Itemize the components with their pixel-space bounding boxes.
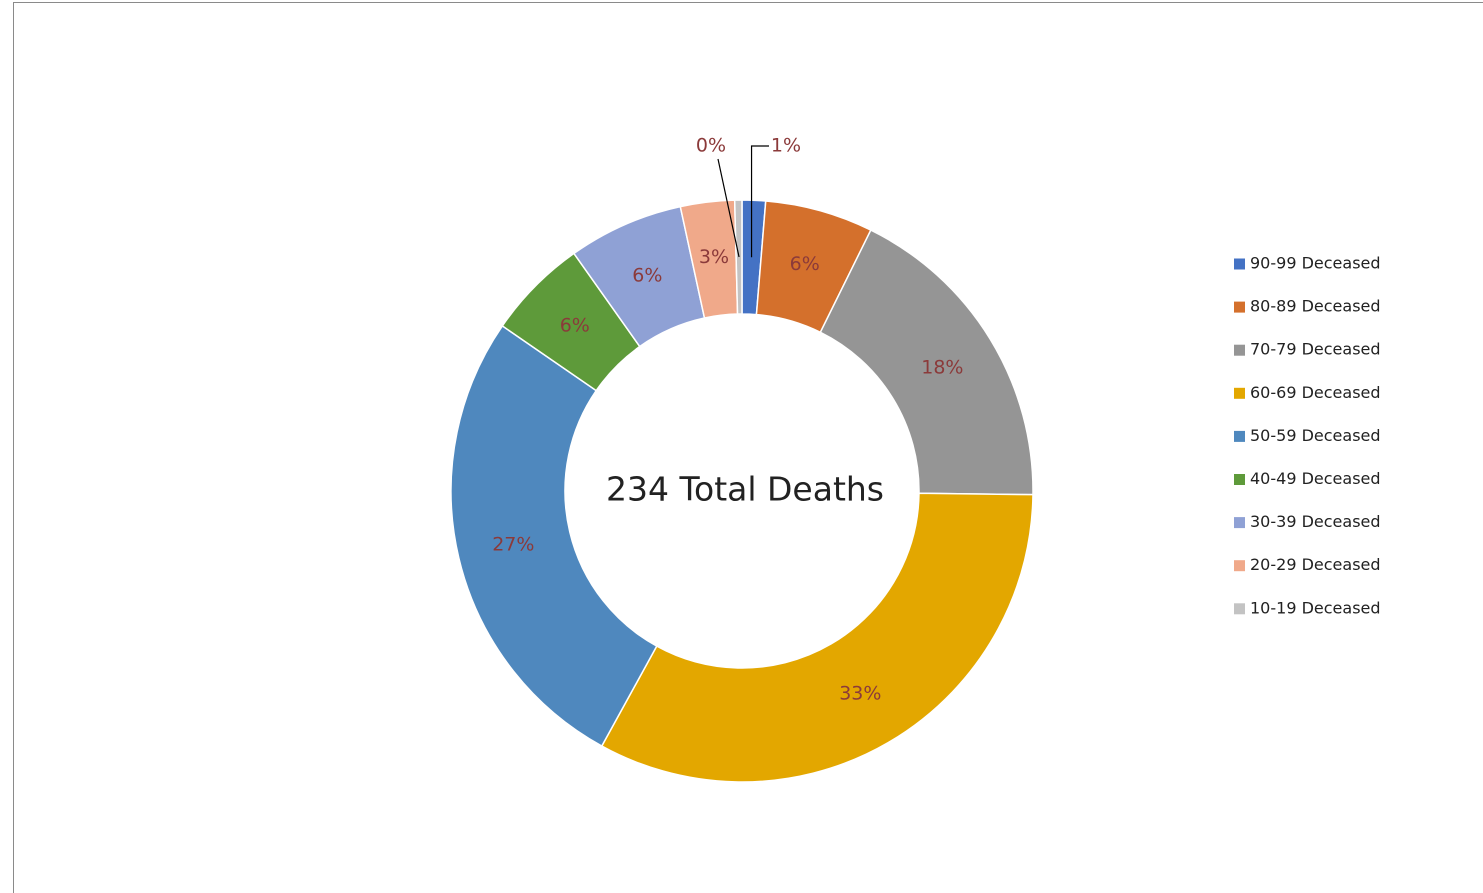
legend-label: 40-49 Deceased: [1250, 469, 1381, 488]
data-label: 6%: [560, 314, 590, 336]
legend-swatch: [1234, 560, 1245, 572]
legend-swatch: [1234, 517, 1245, 529]
data-label: 33%: [839, 683, 881, 705]
legend-swatch: [1234, 603, 1245, 615]
legend-label: 60-69 Deceased: [1250, 383, 1381, 402]
data-label: 27%: [492, 534, 534, 556]
donut-slice: [600, 492, 1034, 783]
legend-label: 50-59 Deceased: [1250, 426, 1381, 445]
legend-swatch: [1234, 430, 1245, 442]
legend-label: 30-39 Deceased: [1250, 512, 1381, 531]
donut-slice: [733, 199, 743, 315]
data-label: 1%: [771, 135, 801, 157]
data-label: 18%: [921, 357, 963, 379]
legend-swatch: [1234, 301, 1245, 313]
data-label: 6%: [790, 253, 820, 275]
legend-swatch: [1234, 474, 1245, 485]
legend-swatch: [1234, 258, 1245, 270]
data-label: 3%: [699, 246, 729, 268]
leader-line: [717, 158, 740, 258]
center-title: 234 Total Deaths: [606, 470, 884, 509]
legend-label: 70-79 Deceased: [1250, 340, 1381, 359]
donut-slice: [450, 324, 658, 748]
legend-label: 10-19 Deceased: [1250, 598, 1381, 617]
data-label: 0%: [696, 135, 726, 157]
donut-slice: [819, 229, 1034, 496]
legend-label: 80-89 Deceased: [1250, 297, 1381, 316]
legend-swatch: [1234, 387, 1245, 399]
data-label: 6%: [632, 264, 662, 286]
legend-label: 20-29 Deceased: [1250, 555, 1381, 574]
legend-label: 90-99 Deceased: [1250, 254, 1381, 273]
legend-swatch: [1234, 344, 1245, 356]
leader-line: [750, 145, 769, 258]
